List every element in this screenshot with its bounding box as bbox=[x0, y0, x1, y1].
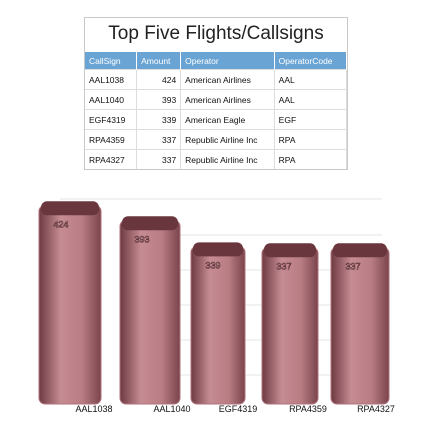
table-row: AAL1040 393 American Airlines AAL bbox=[85, 89, 348, 110]
table-cell: RPA bbox=[274, 129, 348, 150]
table-cell: American Eagle bbox=[180, 109, 275, 130]
value-label: 337 bbox=[276, 261, 291, 271]
table-cell: AAL1040 bbox=[85, 89, 138, 110]
table-cell: Republic Airline Inc bbox=[180, 129, 275, 150]
value-label: 339 bbox=[205, 260, 220, 270]
table-row: AAL1038 424 American Airlines AAL bbox=[85, 69, 348, 90]
x-tick-label: RPA4359 bbox=[289, 404, 327, 414]
table-cell: AAL bbox=[274, 89, 348, 110]
table-row: RPA4359 337 Republic Airline Inc RPA bbox=[85, 129, 348, 150]
table-cell: RPA bbox=[274, 149, 348, 169]
table-cell: RPA4359 bbox=[85, 129, 138, 150]
table-cell: AAL1038 bbox=[85, 69, 138, 90]
table-cell: 337 bbox=[136, 149, 182, 169]
value-label: 337 bbox=[345, 261, 360, 271]
table-cell: 393 bbox=[136, 89, 182, 110]
bar-top bbox=[333, 243, 387, 258]
table-row: EGF4319 339 American Eagle EGF bbox=[85, 109, 348, 130]
table-cell: 337 bbox=[136, 129, 182, 150]
table-cell: American Airlines bbox=[180, 89, 275, 110]
bar-top bbox=[41, 201, 99, 216]
bar bbox=[38, 204, 102, 405]
value-label: 424 bbox=[53, 219, 68, 229]
table-cell: AAL bbox=[274, 69, 348, 90]
column-header: CallSign bbox=[85, 52, 138, 70]
bar-top bbox=[193, 242, 243, 257]
table-panel: Top Five Flights/Callsigns CallSign Amoun… bbox=[84, 17, 348, 170]
table-row: RPA4327 337 Republic Airline Inc RPA bbox=[85, 149, 348, 169]
table-cell: EGF bbox=[274, 109, 348, 130]
x-tick-label: AAL1038 bbox=[75, 404, 112, 414]
column-header: OperatorCode bbox=[274, 52, 348, 70]
table-cell: American Airlines bbox=[180, 69, 275, 90]
table-cell: EGF4319 bbox=[85, 109, 138, 130]
value-label: 393 bbox=[134, 234, 149, 244]
table: CallSign Amount Operator OperatorCode AAL103… bbox=[85, 52, 348, 169]
x-tick-label: AAL1040 bbox=[153, 404, 190, 414]
bar-top bbox=[264, 243, 316, 258]
table-cell: Republic Airline Inc bbox=[180, 149, 275, 169]
table-cell: 424 bbox=[136, 69, 182, 90]
table-cell: RPA4327 bbox=[85, 149, 138, 169]
bar-top bbox=[122, 216, 178, 231]
table-title: Top Five Flights/Callsigns bbox=[108, 23, 324, 44]
column-header: Operator bbox=[180, 52, 275, 70]
table-cell: 339 bbox=[136, 109, 182, 130]
x-tick-label: RPA4327 bbox=[357, 404, 395, 414]
x-tick-label: EGF4319 bbox=[219, 404, 258, 414]
bar bbox=[119, 219, 181, 405]
column-header: Amount bbox=[136, 52, 182, 70]
